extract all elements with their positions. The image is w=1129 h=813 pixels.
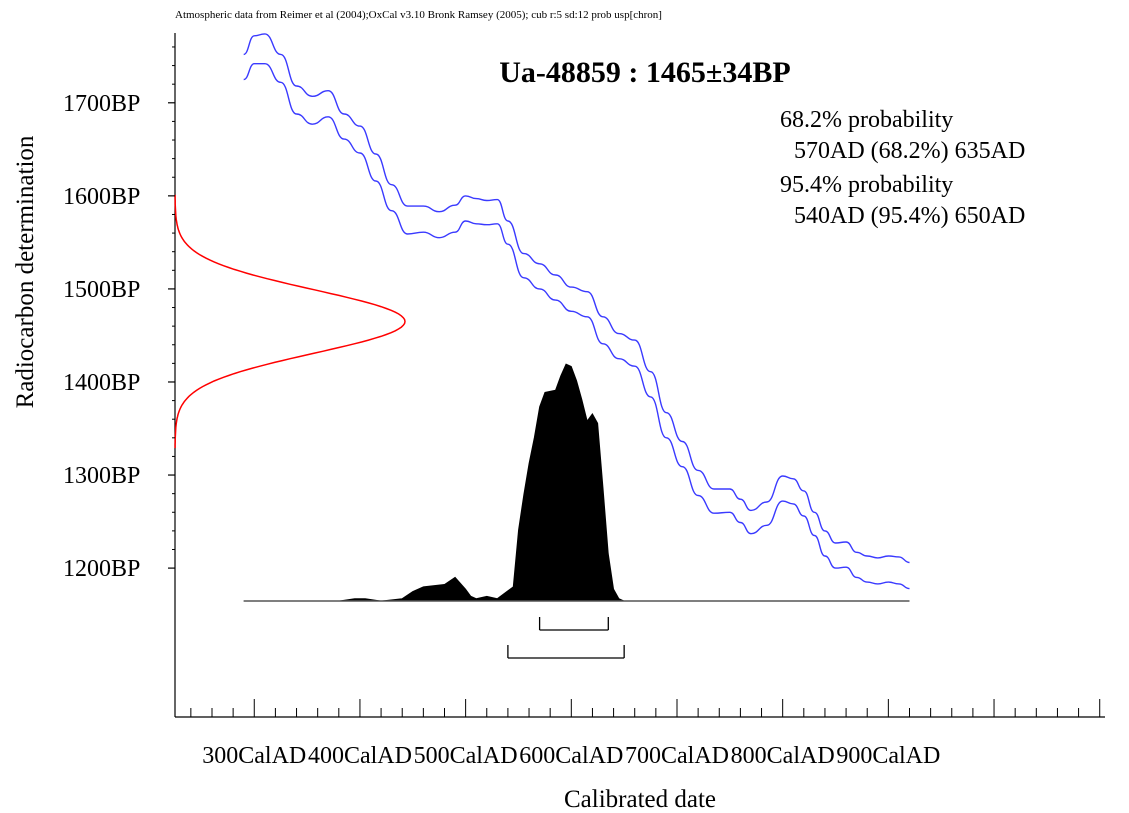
calibration-lower-line: [243, 63, 910, 590]
x-tick-label: 900CalAD: [836, 743, 940, 769]
x-tick-label: 400CalAD: [308, 743, 412, 769]
chart-title: Ua-48859 : 1465±34BP: [499, 56, 790, 89]
header-text: Atmospheric data from Reimer et al (2004…: [175, 9, 662, 21]
y-tick-label: 1600BP: [63, 184, 140, 210]
radiocarbon-gaussian-line: [174, 194, 406, 449]
probability-area: [243, 363, 656, 602]
x-tick-label: 800CalAD: [731, 743, 835, 769]
prob-68-range: 570AD (68.2%) 635AD: [794, 138, 1025, 164]
y-tick-label: 1200BP: [63, 556, 140, 582]
prob-95-range: 540AD (95.4%) 650AD: [794, 203, 1025, 229]
radiocarbon-distribution: [174, 194, 406, 449]
y-tick-label: 1300BP: [63, 463, 140, 489]
y-tick-label: 1500BP: [63, 277, 140, 303]
x-tick-label: 600CalAD: [519, 743, 623, 769]
x-tick-label: 300CalAD: [202, 743, 306, 769]
x-axis-ticks: 300CalAD 400CalAD 500CalAD 600CalAD 700CalAD…: [190, 699, 1101, 769]
prob-95-heading: 95.4% probability: [780, 172, 953, 198]
y-axis-ticks: 1700BP 1600BP 1500BP 1400BP 1300BP 1200BP: [63, 46, 175, 582]
probability-ranges: [507, 617, 625, 659]
x-tick-label: 500CalAD: [414, 743, 518, 769]
y-tick-label: 1400BP: [63, 370, 140, 396]
range-bracket-68-2pct: [538, 617, 609, 631]
axes: [174, 33, 1105, 718]
calibration-curve: [243, 33, 910, 590]
calibration-upper-line: [243, 33, 910, 564]
range-bracket-95-4pct: [507, 645, 625, 659]
x-axis-label: Calibrated date: [564, 786, 716, 813]
y-tick-label: 1700BP: [63, 91, 140, 117]
y-axis-label: Radiocarbon determination: [12, 135, 39, 408]
x-tick-label: 700CalAD: [625, 743, 729, 769]
prob-68-heading: 68.2% probability: [780, 107, 953, 133]
calendar-probability: [243, 363, 910, 602]
